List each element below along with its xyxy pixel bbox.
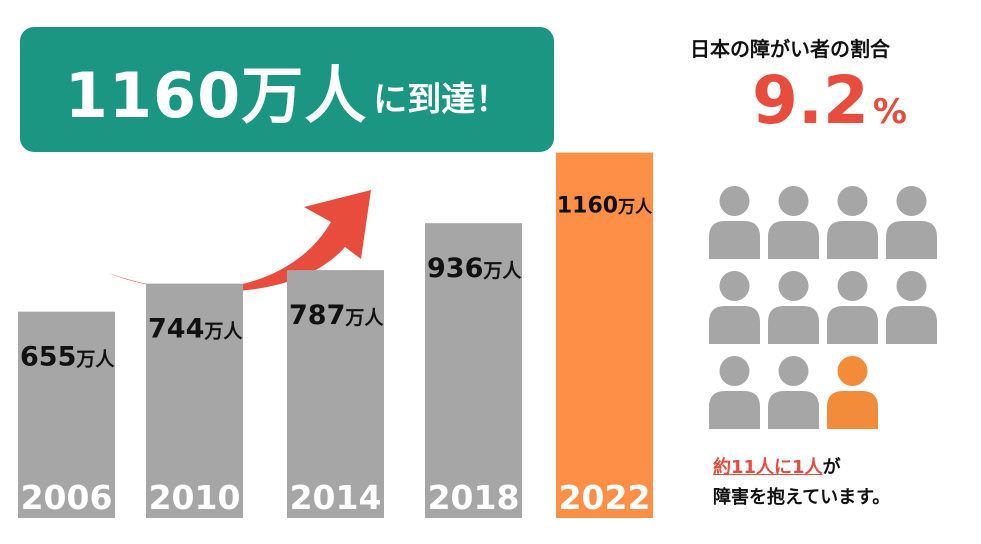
ratio-note: 約11人に1人が 障害を抱えています。 xyxy=(713,453,953,513)
ratio-unit: % xyxy=(872,92,907,132)
person-icon xyxy=(768,356,819,429)
bar-2010 xyxy=(146,283,243,518)
trend-arrow-icon xyxy=(108,190,371,292)
data-label-number: 787 xyxy=(289,300,345,331)
person-icon xyxy=(709,186,760,259)
ratio-number: 9.2 xyxy=(752,62,869,139)
data-label-unit: 万人 xyxy=(482,260,522,282)
person-icon xyxy=(709,271,760,344)
data-label: 655万人 xyxy=(20,342,115,373)
ratio-note-line1: 約11人に1人が xyxy=(713,453,953,483)
headline-banner: 1160万人 に到達！ xyxy=(20,27,554,152)
x-tick-label: 2018 xyxy=(428,478,520,517)
data-label-number: 744 xyxy=(148,314,204,345)
person-icon-highlighted xyxy=(827,356,878,429)
data-label: 1160万人 xyxy=(557,194,653,219)
x-tick-label: 2014 xyxy=(290,478,382,517)
person-icon xyxy=(886,271,937,344)
person-icon xyxy=(768,186,819,259)
data-label-unit: 万人 xyxy=(75,349,115,371)
data-label: 744万人 xyxy=(148,314,243,345)
data-label-number: 1160 xyxy=(557,194,618,219)
data-label-unit: 万人 xyxy=(203,321,243,343)
bar-2022 xyxy=(556,152,653,518)
ratio-value: 9.2% xyxy=(752,62,907,139)
headline-suffix: に到達！ xyxy=(373,80,510,120)
data-label: 936万人 xyxy=(427,253,522,284)
people-icon-grid xyxy=(707,185,947,435)
data-label-number: 655 xyxy=(20,342,76,373)
person-icon xyxy=(768,271,819,344)
bar-2018 xyxy=(425,223,522,518)
headline-total: 1160万人 xyxy=(64,58,368,132)
data-label-number: 936 xyxy=(427,253,483,284)
x-tick-label: 2006 xyxy=(21,478,113,517)
bar-2014 xyxy=(287,270,384,518)
ratio-note-line2: 障害を抱えています。 xyxy=(713,487,891,508)
person-icon xyxy=(827,271,878,344)
ratio-note-highlight: 約11人に1人 xyxy=(713,457,823,478)
ratio-title: 日本の障がい者の割合 xyxy=(690,37,890,61)
data-label-unit: 万人 xyxy=(617,198,653,218)
ratio-note-suffix: が xyxy=(822,457,841,478)
x-tick-label: 2022 xyxy=(559,478,651,517)
x-tick-label: 2010 xyxy=(149,478,241,517)
person-icon xyxy=(886,186,937,259)
data-label-unit: 万人 xyxy=(344,307,384,329)
person-icon xyxy=(709,356,760,429)
person-icon xyxy=(827,186,878,259)
bar-2006 xyxy=(18,311,115,518)
data-label: 787万人 xyxy=(289,300,384,331)
